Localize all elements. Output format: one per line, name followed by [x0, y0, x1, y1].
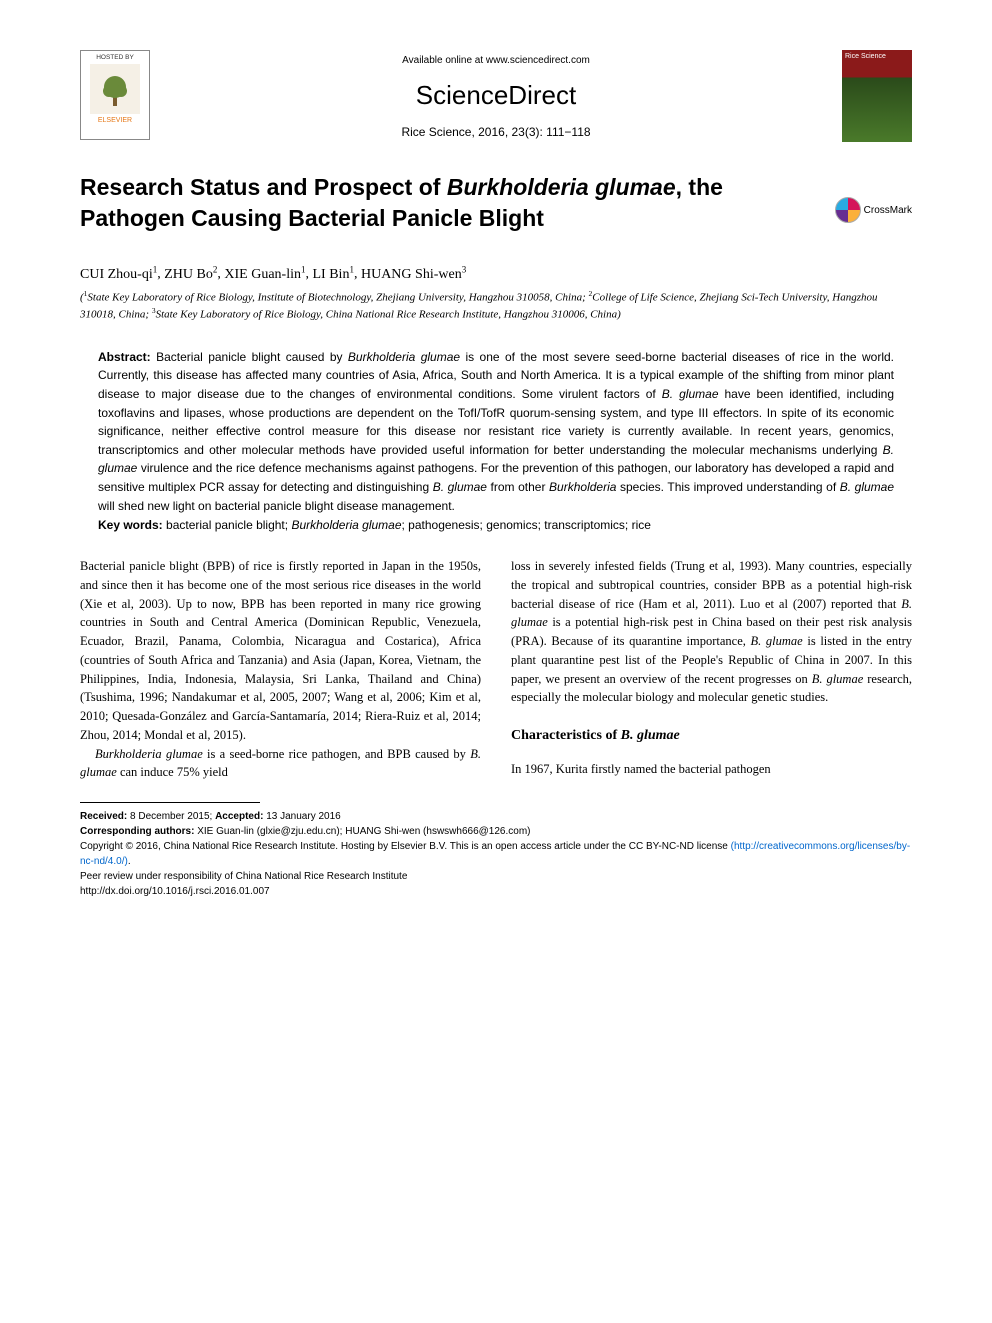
hosted-by-label: HOSTED BY — [96, 54, 134, 61]
section-heading-characteristics: Characteristics of B. glumae — [511, 725, 912, 746]
keywords-label: Key words: — [98, 518, 163, 532]
elsevier-wordmark: ELSEVIER — [98, 117, 132, 124]
right-p1: loss in severely infested fields (Trung … — [511, 557, 912, 707]
cover-title: Rice Science — [845, 53, 886, 60]
footer-doi: http://dx.doi.org/10.1016/j.rsci.2016.01… — [80, 884, 912, 899]
authors-line: CUI Zhou-qi1, ZHU Bo2, XIE Guan-lin1, LI… — [80, 264, 912, 283]
body-columns: Bacterial panicle blight (BPB) of rice i… — [80, 557, 912, 782]
crossmark-label: CrossMark — [864, 205, 912, 216]
footer-block: Received: 8 December 2015; Accepted: 13 … — [80, 809, 912, 899]
title-part1: Research Status and Prospect of — [80, 174, 447, 200]
title-block: Research Status and Prospect of Burkhold… — [80, 172, 912, 234]
author-3: XIE Guan-lin1 — [224, 267, 305, 282]
author-2: ZHU Bo2 — [164, 267, 217, 282]
right-p2: In 1967, Kurita firstly named the bacter… — [511, 760, 912, 779]
abstract-label: Abstract: — [98, 350, 151, 364]
footer-copyright: Copyright © 2016, China National Rice Re… — [80, 839, 912, 869]
affiliation-3: State Key Laboratory of Rice Biology, Ch… — [156, 308, 618, 320]
sciencedirect-brand: ScienceDirect — [150, 80, 842, 111]
title-species: Burkholderia glumae — [447, 174, 676, 200]
journal-reference: Rice Science, 2016, 23(3): 111−118 — [150, 125, 842, 139]
header-row: HOSTED BY ELSEVIER Available online at w… — [80, 50, 912, 142]
abstract-block: Abstract: Bacterial panicle blight cause… — [80, 348, 912, 532]
keywords-line: Key words: bacterial panicle blight; Bur… — [98, 518, 894, 532]
author-1: CUI Zhou-qi1 — [80, 267, 157, 282]
header-center: Available online at www.sciencedirect.co… — [150, 50, 842, 139]
elsevier-tree-icon — [90, 64, 140, 114]
author-4: LI Bin1 — [312, 267, 353, 282]
body-column-left: Bacterial panicle blight (BPB) of rice i… — [80, 557, 481, 782]
affiliation-1: State Key Laboratory of Rice Biology, In… — [87, 291, 588, 303]
body-column-right: loss in severely infested fields (Trung … — [511, 557, 912, 782]
footer-rule — [80, 802, 260, 803]
journal-cover-thumbnail[interactable]: Rice Science — [842, 50, 912, 142]
article-title: Research Status and Prospect of Burkhold… — [80, 172, 812, 234]
left-p1: Bacterial panicle blight (BPB) of rice i… — [80, 557, 481, 745]
left-p2: Burkholderia glumae is a seed-borne rice… — [80, 745, 481, 783]
footer-peer-review: Peer review under responsibility of Chin… — [80, 869, 912, 884]
affiliations-block: (1State Key Laboratory of Rice Biology, … — [80, 289, 912, 323]
crossmark-icon — [835, 197, 861, 223]
crossmark-badge[interactable]: CrossMark — [835, 197, 912, 223]
hosted-by-badge: HOSTED BY ELSEVIER — [80, 50, 150, 140]
available-online-text: Available online at www.sciencedirect.co… — [150, 55, 842, 66]
abstract-text: Abstract: Bacterial panicle blight cause… — [98, 348, 894, 515]
author-5: HUANG Shi-wen3 — [361, 267, 466, 282]
footer-dates: Received: 8 December 2015; Accepted: 13 … — [80, 809, 912, 824]
footer-corresponding: Corresponding authors: XIE Guan-lin (glx… — [80, 824, 912, 839]
